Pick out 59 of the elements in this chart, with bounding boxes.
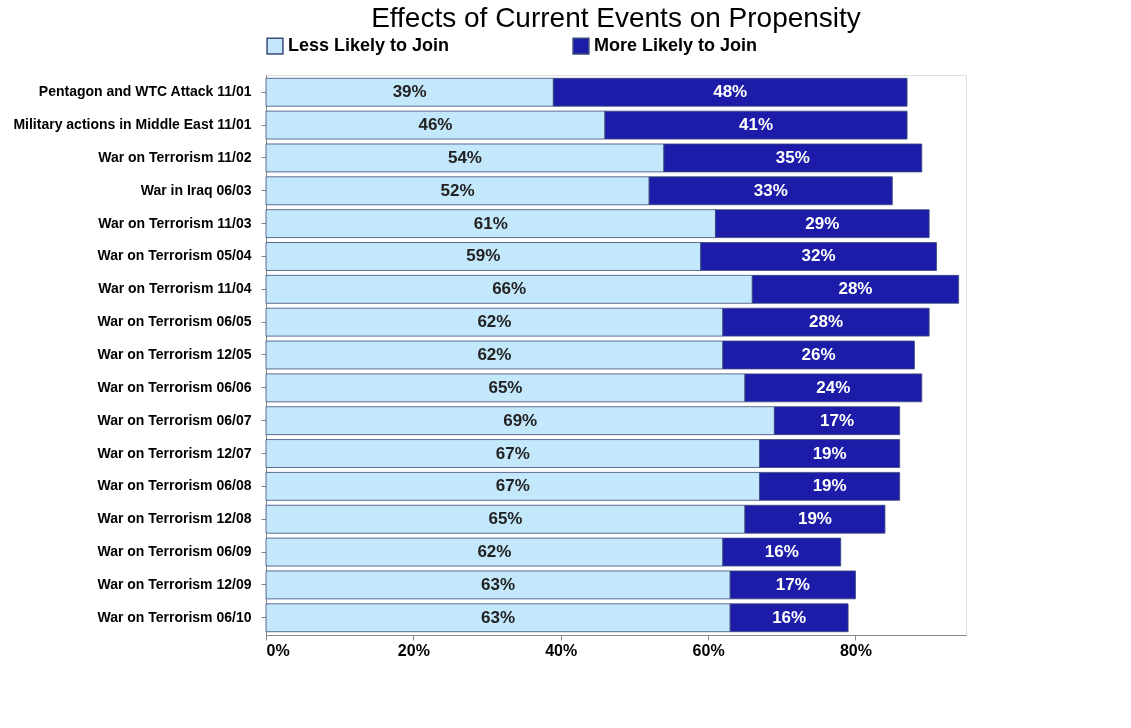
data-label: 16% bbox=[772, 607, 807, 627]
data-label: 54% bbox=[447, 147, 482, 167]
data-label: 17% bbox=[820, 410, 855, 430]
x-tick-label: 60% bbox=[692, 641, 725, 659]
data-label: 41% bbox=[738, 115, 774, 135]
data-label: 65% bbox=[488, 509, 523, 529]
y-tick-label: War on Terrorism 12/08 bbox=[97, 510, 252, 527]
data-label: 48% bbox=[713, 82, 748, 102]
data-label: 62% bbox=[477, 542, 512, 562]
data-label: 33% bbox=[753, 180, 788, 200]
data-label: 19% bbox=[797, 509, 832, 529]
y-tick-label: War on Terrorism 11/03 bbox=[98, 214, 252, 231]
y-tick-label: War on Terrorism 06/05 bbox=[97, 313, 252, 330]
data-label: 59% bbox=[466, 246, 501, 266]
data-label: 35% bbox=[775, 147, 810, 167]
y-tick-label: War on Terrorism 06/08 bbox=[97, 477, 252, 494]
y-tick-label: War in Iraq 06/03 bbox=[140, 181, 252, 198]
data-label: 28% bbox=[808, 312, 844, 332]
y-tick-label: War on Terrorism 11/04 bbox=[98, 280, 252, 297]
y-tick-label: War on Terrorism 06/06 bbox=[97, 378, 252, 395]
legend-label: More Likely to Join bbox=[594, 35, 758, 56]
y-tick-label: War on Terrorism 05/04 bbox=[97, 247, 252, 264]
y-tick-label: War on Terrorism 06/09 bbox=[97, 543, 252, 560]
y-tick-label: War on Terrorism 06/07 bbox=[97, 411, 252, 428]
data-label: 67% bbox=[495, 476, 530, 496]
data-label: 63% bbox=[481, 607, 516, 627]
y-tick-label: War on Terrorism 11/02 bbox=[98, 148, 252, 165]
data-label: 46% bbox=[418, 115, 453, 135]
data-label: 62% bbox=[477, 345, 512, 364]
y-tick-label: War on Terrorism 12/07 bbox=[97, 444, 252, 461]
y-tick-label: Pentagon and WTC Attack 11/01 bbox=[38, 83, 252, 100]
data-label: 63% bbox=[481, 574, 516, 594]
data-label: 39% bbox=[392, 82, 427, 102]
data-label: 19% bbox=[812, 443, 847, 463]
x-tick-label: 0% bbox=[266, 641, 290, 659]
data-label: 52% bbox=[440, 180, 475, 200]
y-tick-label: War on Terrorism 12/09 bbox=[97, 575, 252, 592]
data-label: 66% bbox=[492, 279, 527, 299]
data-label: 16% bbox=[764, 542, 799, 562]
data-label: 65% bbox=[488, 377, 523, 397]
data-label: 61% bbox=[473, 213, 508, 233]
data-label: 29% bbox=[805, 213, 840, 233]
legend-label: Less Likely to Join bbox=[288, 35, 450, 56]
data-label: 28% bbox=[838, 279, 873, 299]
y-tick-label: Military actions in Middle East 11/01 bbox=[13, 116, 252, 133]
y-tick-label: War on Terrorism 12/05 bbox=[97, 346, 252, 362]
data-label: 17% bbox=[775, 574, 810, 594]
x-tick-label: 40% bbox=[545, 641, 578, 659]
data-label: 19% bbox=[812, 476, 847, 496]
y-tick-label: War on Terrorism 06/10 bbox=[97, 608, 252, 625]
data-label: 62% bbox=[477, 312, 512, 332]
data-label: 32% bbox=[801, 246, 836, 266]
chart-title: Effects of Current Events on Propensity bbox=[371, 2, 861, 33]
data-label: 67% bbox=[495, 443, 530, 463]
data-label: 24% bbox=[816, 377, 851, 397]
data-label: 69% bbox=[503, 410, 538, 430]
data-label: 26% bbox=[801, 345, 836, 364]
x-tick-label: 20% bbox=[397, 641, 430, 659]
x-tick-label: 80% bbox=[839, 641, 872, 659]
